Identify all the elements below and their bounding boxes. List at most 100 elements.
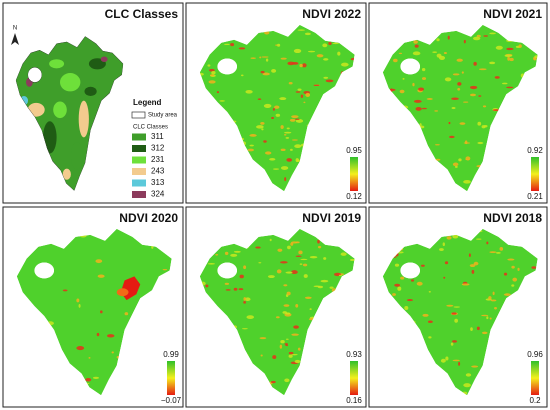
ndvi-speckle (421, 77, 427, 81)
ndvi-speckle (443, 52, 447, 55)
ndvi-speckle (295, 241, 300, 244)
ndvi-speckle (313, 285, 321, 288)
ndvi-speckle (531, 266, 537, 269)
ndvi-speckle (454, 318, 458, 323)
land-cover-patch (78, 100, 89, 138)
ndvi-speckle (274, 105, 280, 109)
ndvi-speckle (208, 80, 216, 84)
class-code: 311 (151, 132, 164, 141)
legend-title: Legend (133, 98, 162, 107)
ndvi-speckle (504, 54, 513, 58)
ndvi-speckle (477, 121, 482, 126)
ndvi-speckle (432, 51, 438, 53)
ndvi-speckle (224, 43, 230, 45)
ndvi-speckle (76, 298, 80, 303)
ndvi-speckle (416, 281, 423, 286)
ndvi-speckle (451, 312, 457, 315)
ndvi-speckle (428, 336, 432, 339)
ndvi-speckle (269, 157, 276, 161)
ndvi-speckle (469, 85, 478, 90)
ndvi-speckle (477, 141, 484, 145)
ndvi-speckle (397, 286, 402, 291)
land-cover-patch (84, 86, 97, 96)
class-swatch (132, 156, 146, 164)
ndvi-speckle (420, 125, 425, 129)
ndvi-speckle (257, 98, 262, 100)
ndvi-speckle (275, 316, 280, 319)
ndvi-speckle (263, 140, 267, 143)
ndvi-speckle (483, 35, 489, 37)
ndvi-speckle (452, 73, 460, 76)
ndvi-speckle (280, 57, 287, 60)
ndvi-speckle (265, 151, 272, 155)
ndvi-speckle (452, 162, 459, 167)
study-area-swatch (131, 111, 146, 119)
ndvi-speckle (291, 115, 299, 119)
colorbar (531, 157, 539, 191)
ndvi-speckle (458, 361, 461, 366)
ndvi-speckle (471, 365, 479, 368)
colorbar (350, 157, 358, 191)
class-code: 313 (151, 178, 165, 187)
ndvi-speckle (328, 41, 332, 46)
ndvi-speckle (340, 252, 347, 256)
ndvi-speckle (457, 82, 462, 86)
ndvi-speckle (322, 43, 328, 48)
ndvi-speckle (412, 51, 421, 56)
ndvi-speckle (260, 354, 263, 357)
ndvi-speckle (461, 283, 470, 286)
ndvi-speckle (413, 99, 422, 103)
ndvi-speckle (124, 312, 129, 316)
land-cover-patch (62, 168, 71, 180)
ndvi-speckle (111, 351, 114, 354)
ndvi-speckle (465, 158, 470, 160)
ndvi-speckle (478, 68, 487, 71)
north-arrow-label: N (13, 26, 17, 32)
ndvi-speckle (404, 305, 409, 310)
ndvi-speckle (316, 54, 324, 58)
ndvi-speckle (435, 144, 440, 146)
ndvi-speckle (207, 64, 211, 67)
colorbar-max: 0.93 (346, 350, 362, 359)
ndvi-speckle (449, 135, 455, 139)
ndvi-speckle (451, 106, 456, 110)
ndvi-speckle (259, 337, 267, 340)
colorbar (350, 361, 358, 395)
ndvi-speckle (259, 56, 262, 59)
ndvi-speckle (261, 128, 264, 131)
ndvi-speckle (418, 87, 425, 91)
ndvi-speckle (280, 340, 285, 344)
ndvi-speckle (323, 257, 327, 260)
ndvi-speckle (78, 304, 81, 308)
ndvi-speckle (534, 55, 538, 59)
panel-title: NDVI 2018 (483, 211, 542, 225)
colorbar-min: 0.21 (527, 192, 543, 201)
ndvi-speckle (76, 346, 85, 351)
ndvi-speckle (438, 55, 446, 60)
ndvi-speckle (284, 378, 290, 383)
ndvi-speckle (209, 68, 215, 72)
ndvi-speckle (461, 71, 464, 74)
ndvi-speckle (238, 47, 246, 50)
panel: 0.99 −0.07 NDVI 2020 (2, 206, 184, 408)
ndvi-speckle (219, 100, 225, 102)
ndvi-speckle (494, 76, 500, 79)
ndvi-speckle (295, 158, 299, 163)
class-code: 312 (151, 144, 165, 153)
ndvi-speckle (421, 107, 427, 110)
clc-map (15, 36, 124, 191)
ndvi-speckle (280, 125, 284, 129)
ndvi-speckle (332, 42, 340, 45)
ndvi-speckle (473, 61, 477, 66)
ndvi-speckle (300, 94, 304, 99)
ndvi-speckle (507, 56, 510, 61)
ndvi-speckle (488, 296, 492, 300)
class-swatch (132, 191, 146, 198)
ndvi-speckle (450, 342, 454, 346)
ndvi-speckle (506, 86, 514, 89)
ndvi-speckle (291, 353, 298, 356)
ndvi-speckle (495, 251, 501, 254)
ndvi-speckle (247, 148, 254, 152)
ndvi-speckle (452, 359, 460, 362)
